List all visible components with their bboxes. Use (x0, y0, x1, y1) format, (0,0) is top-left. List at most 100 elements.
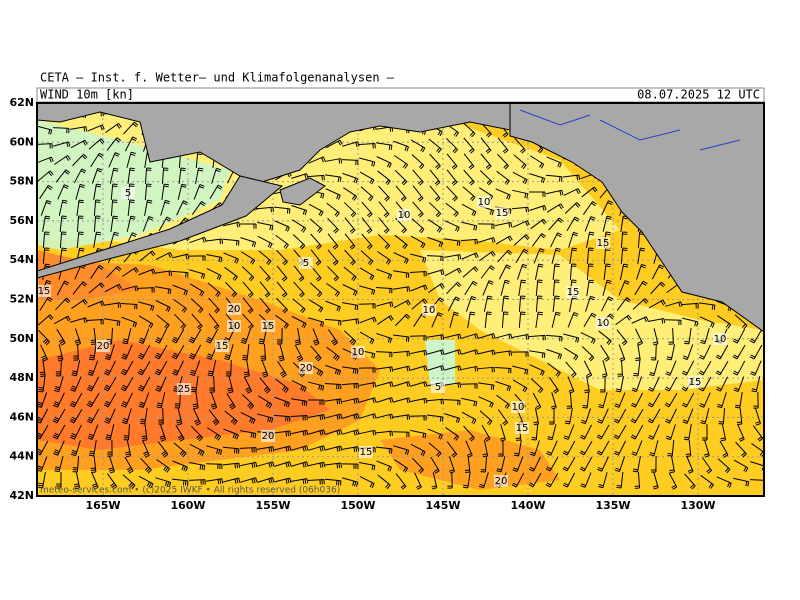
wind-barb (344, 217, 356, 234)
wind-barb (259, 377, 271, 394)
wind-barb (528, 472, 542, 488)
wind-barb (533, 248, 545, 264)
wind-barb (242, 343, 250, 361)
wind-barb (324, 478, 342, 486)
wind-barb (478, 396, 494, 408)
wind-barb (617, 359, 623, 377)
wind-barb (55, 359, 62, 377)
wind-barb (392, 431, 410, 438)
wind-barb (583, 312, 597, 328)
wind-barb (682, 408, 694, 424)
wind-barb (137, 287, 155, 293)
wind-barb (545, 456, 559, 472)
wind-barb (410, 349, 428, 356)
wind-barb (122, 474, 136, 490)
wind-barb (75, 183, 85, 200)
wind-barb (531, 233, 546, 247)
wind-barb (188, 255, 206, 261)
wind-barb (71, 299, 88, 309)
contour-label-bg (713, 333, 727, 345)
wind-barb (37, 314, 54, 326)
wind-barb (463, 169, 475, 186)
wind-barb (631, 440, 643, 456)
wind-barb (615, 314, 632, 326)
wind-barb (59, 247, 67, 264)
wind-barb (377, 170, 391, 186)
wind-barb (532, 392, 542, 410)
wind-zone-strong (380, 430, 560, 490)
wind-barb (444, 349, 462, 355)
wind-barb (529, 350, 546, 359)
wind-barb (637, 247, 646, 264)
wind-barb (324, 462, 343, 469)
wind-barb (86, 408, 100, 424)
wind-barb (293, 265, 305, 282)
wind-barb (481, 424, 491, 442)
wind-barb (495, 350, 513, 356)
wind-barb (428, 202, 442, 218)
wind-barb (411, 298, 428, 310)
wind-barb (52, 127, 70, 134)
wind-barb (160, 199, 171, 216)
wind-barb (552, 295, 560, 313)
contour-label-bg (351, 346, 365, 358)
wind-barb (259, 297, 271, 314)
wind-barb (226, 392, 236, 410)
wind-barb (564, 408, 573, 425)
wind-barb (620, 231, 628, 249)
wind-barb (580, 472, 592, 488)
wind-barb (342, 429, 360, 436)
wind-barb (206, 478, 224, 485)
wind-barb (409, 271, 427, 277)
wind-barb (666, 344, 676, 361)
wind-barb (312, 328, 320, 346)
wind-barb (358, 303, 376, 309)
wind-barb (53, 315, 71, 325)
wind-barb (718, 407, 726, 425)
wind-barb (699, 316, 715, 328)
wind-barb (342, 413, 360, 420)
wind-barb (57, 184, 69, 200)
wind-barb (208, 409, 220, 426)
wind-barb (376, 268, 392, 280)
wind-barb (120, 303, 138, 310)
contour-label-bg (566, 286, 580, 298)
wind-barb (717, 458, 731, 474)
wind-barb (211, 167, 222, 184)
contour-label: 10 (228, 321, 241, 332)
wind-barb (651, 455, 657, 473)
wind-barb (359, 381, 377, 388)
wind-barb (70, 317, 88, 324)
wind-barb (342, 397, 360, 404)
wind-barb (38, 376, 46, 393)
wind-barb (736, 407, 743, 425)
wind-barb (103, 392, 117, 408)
wind-barb (596, 424, 610, 440)
wind-barb (137, 344, 151, 360)
wind-barb (465, 295, 477, 312)
wind-barb (427, 349, 445, 356)
wind-barb (375, 287, 393, 294)
wind-barb (72, 455, 80, 473)
wind-barb (55, 297, 71, 311)
wind-barb (494, 367, 512, 374)
wind-barb (343, 187, 358, 201)
wind-barb (410, 429, 427, 439)
wind-barb (427, 428, 443, 440)
wind-barb (325, 445, 343, 452)
wind-barb (93, 183, 102, 200)
wind-barb (410, 381, 428, 388)
wind-barb (700, 408, 710, 425)
wind-barb (308, 299, 324, 313)
wind-barb (191, 376, 199, 393)
wind-barb (276, 249, 288, 266)
wind-barb (461, 203, 477, 217)
wind-barb (665, 360, 677, 376)
wind-barb (463, 153, 475, 170)
wind-barb (360, 250, 374, 266)
wind-barb (412, 169, 424, 186)
wind-barb (376, 333, 393, 344)
wind-barb (139, 250, 156, 262)
wind-barb (430, 456, 440, 474)
wind-barb (462, 266, 479, 278)
